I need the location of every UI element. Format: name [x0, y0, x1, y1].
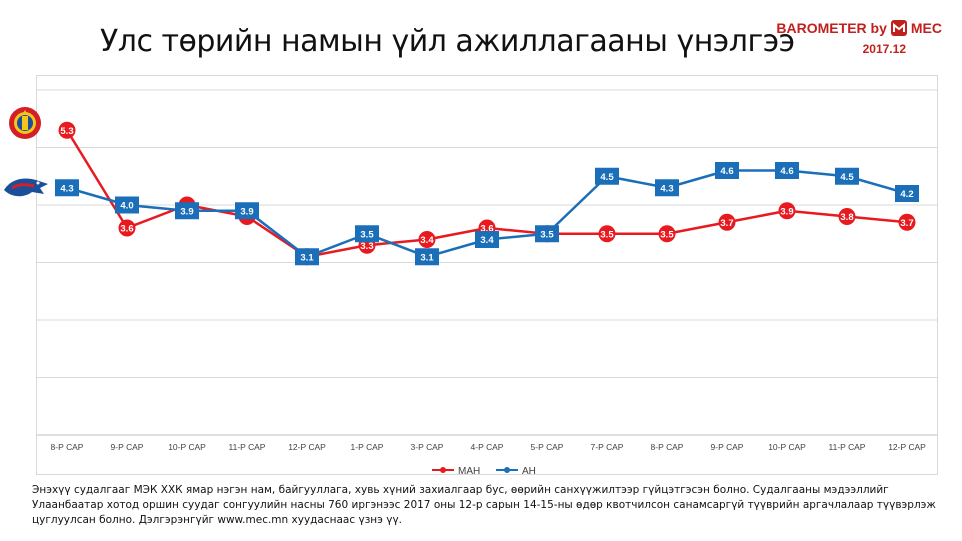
- data-point-ah: [535, 225, 559, 243]
- line-chart: 8-Р САР 9-Р САР 10-Р САР 11-Р САР 12-Р САР 1-…: [37, 89, 937, 477]
- data-label-man: 3.8: [840, 212, 853, 223]
- data-point-ah: [835, 167, 859, 185]
- data-point-ah: [895, 185, 919, 202]
- brand-text: BAROMETER by: [776, 20, 887, 36]
- mpp-party-emblem-icon: [9, 107, 41, 139]
- data-label-ah: 3.1: [300, 252, 314, 263]
- data-label-man: 3.3: [360, 241, 373, 252]
- data-label-ah: 3.5: [360, 229, 374, 240]
- brand-name: BAROMETER by MEC: [776, 20, 942, 36]
- chart-frame: [36, 75, 938, 475]
- data-label-man: 3.7: [720, 218, 733, 229]
- data-point-ah: [655, 179, 679, 197]
- x-tick-label: 12-Р САР: [888, 442, 926, 452]
- data-label-ah: 4.3: [660, 183, 673, 194]
- data-point-man: [898, 213, 916, 231]
- data-label-man: 3.7: [900, 218, 913, 229]
- data-point-ah: [715, 162, 739, 179]
- legend-label-ah: АН: [522, 466, 536, 477]
- data-point-ah: [775, 162, 799, 179]
- mec-logo-icon: [890, 20, 907, 36]
- x-tick-label: 5-Р САР: [531, 442, 564, 452]
- data-label-ah: 3.1: [420, 252, 434, 263]
- data-point-man: [58, 121, 76, 139]
- data-label-man: 3.5: [660, 229, 674, 240]
- data-point-man: [598, 225, 616, 243]
- data-point-ah: [355, 225, 379, 243]
- data-label-ah: 4.5: [600, 172, 614, 183]
- data-point-ah: [115, 196, 139, 214]
- x-tick-label: 7-Р САР: [591, 442, 624, 452]
- data-point-man: [118, 219, 136, 237]
- x-tick-label: 11-Р САР: [229, 442, 266, 452]
- data-label-man: 3.5: [600, 229, 614, 240]
- data-label-ah: 4.6: [780, 166, 793, 177]
- data-label-ah: 4.6: [720, 166, 733, 177]
- data-point-ah: [55, 179, 79, 197]
- data-point-man: [718, 213, 736, 231]
- chart-title: Улс төрийн намын үйл ажиллагааны үнэлгээ: [100, 24, 795, 59]
- data-label-man: 3.9: [780, 206, 793, 217]
- data-label-ah: 4.5: [840, 172, 854, 183]
- data-label-ah: 3.5: [540, 229, 554, 240]
- x-tick-label: 8-Р САР: [51, 442, 84, 452]
- legend-marker-ah: [504, 467, 510, 473]
- data-label-ah: 3.4: [480, 235, 494, 246]
- x-tick-label: 3-Р САР: [411, 442, 444, 452]
- x-tick-label: 11-Р САР: [829, 442, 866, 452]
- data-point-ah: [475, 231, 499, 248]
- data-point-man: [658, 225, 676, 243]
- data-label-man: 3.6: [120, 224, 133, 235]
- data-label-ah: 3.9: [180, 206, 193, 217]
- legend-marker-man: [440, 467, 446, 473]
- x-tick-label: 10-Р САР: [768, 442, 806, 452]
- data-point-ah: [415, 248, 439, 266]
- data-label-ah: 4.3: [60, 183, 73, 194]
- brand-logo-text: MEC: [910, 20, 942, 36]
- data-point-man: [418, 231, 436, 248]
- footnote: Энэхүү судалгааг МЭК ХХК ямар нэгэн нам,…: [32, 484, 936, 526]
- x-tick-label: 10-Р САР: [168, 442, 206, 452]
- brand-block: BAROMETER by MEC 2017.12: [776, 20, 942, 56]
- data-point-man: [778, 202, 796, 220]
- x-tick-label: 9-Р САР: [711, 442, 744, 452]
- report-date: 2017.12: [862, 42, 906, 56]
- data-label-man: 5.3: [60, 126, 73, 137]
- x-tick-label: 8-Р САР: [651, 442, 684, 452]
- data-label-ah: 3.9: [240, 206, 253, 217]
- dp-party-emblem-icon: [4, 178, 48, 197]
- data-label-man: 3.6: [480, 224, 493, 235]
- x-tick-label: 12-Р САР: [288, 442, 326, 452]
- data-label-man: 3.4: [420, 235, 434, 246]
- x-tick-label: 1-Р САР: [351, 442, 384, 452]
- x-tick-label: 9-Р САР: [111, 442, 144, 452]
- x-tick-label: 4-Р САР: [471, 442, 504, 452]
- data-point-ah: [295, 248, 319, 266]
- data-point-ah: [175, 202, 199, 220]
- data-point-ah: [595, 167, 619, 185]
- data-label-ah: 4.0: [120, 201, 133, 212]
- data-label-ah: 4.2: [900, 189, 913, 200]
- legend-label-man: МАН: [458, 466, 480, 477]
- data-point-ah: [235, 202, 259, 220]
- data-point-man: [838, 208, 856, 225]
